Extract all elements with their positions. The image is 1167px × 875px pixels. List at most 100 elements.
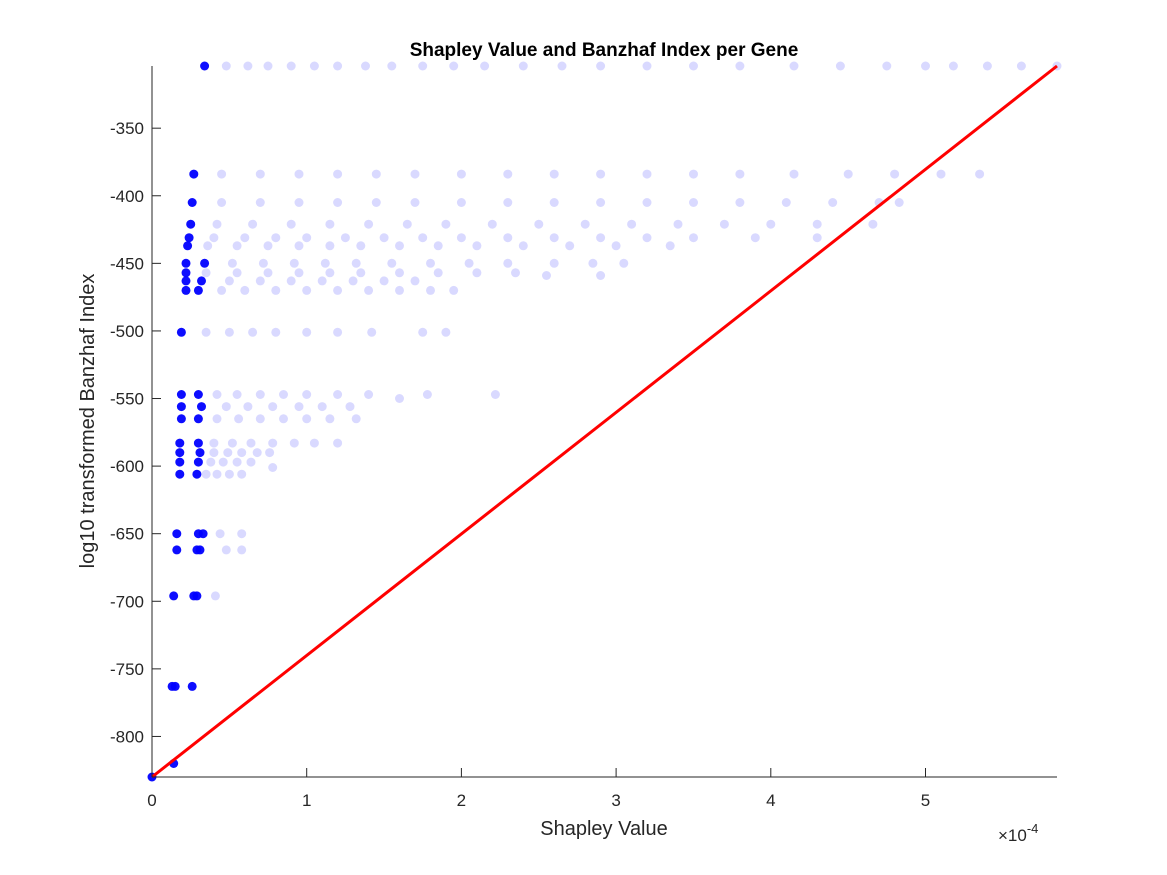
data-point bbox=[351, 258, 361, 268]
data-point bbox=[265, 448, 275, 458]
data-point bbox=[234, 414, 244, 424]
data-point bbox=[263, 241, 273, 251]
data-point bbox=[325, 241, 335, 251]
data-point bbox=[689, 198, 698, 207]
data-point bbox=[882, 61, 892, 71]
data-point bbox=[181, 268, 191, 278]
data-point bbox=[221, 545, 231, 555]
data-point bbox=[379, 276, 389, 286]
data-point bbox=[549, 233, 559, 243]
data-point bbox=[921, 61, 930, 71]
x-exponent-label: ×10-4 bbox=[998, 821, 1038, 845]
data-point bbox=[221, 402, 231, 412]
data-point bbox=[665, 241, 675, 251]
data-point bbox=[193, 285, 203, 295]
data-point bbox=[248, 327, 258, 337]
data-point bbox=[367, 327, 377, 337]
data-point bbox=[175, 438, 185, 448]
y-tick-label: -700 bbox=[110, 592, 144, 611]
data-point bbox=[325, 268, 335, 278]
data-point bbox=[619, 258, 629, 268]
data-point bbox=[410, 276, 420, 286]
data-point bbox=[333, 327, 343, 337]
data-point bbox=[379, 233, 389, 243]
data-point bbox=[224, 327, 234, 337]
data-point bbox=[302, 327, 312, 337]
data-point bbox=[735, 169, 745, 179]
data-point bbox=[294, 268, 304, 278]
data-point bbox=[240, 233, 250, 243]
data-point bbox=[181, 285, 191, 295]
data-point bbox=[549, 169, 559, 179]
data-point bbox=[309, 438, 319, 448]
data-point bbox=[237, 448, 247, 458]
data-point bbox=[395, 241, 404, 251]
data-point bbox=[565, 241, 575, 251]
data-point bbox=[255, 198, 265, 207]
data-point bbox=[232, 390, 242, 399]
data-point bbox=[333, 390, 343, 399]
data-point bbox=[487, 219, 497, 229]
data-point bbox=[286, 276, 296, 286]
data-point bbox=[464, 258, 474, 268]
data-point bbox=[224, 469, 234, 479]
data-point bbox=[325, 219, 335, 229]
y-tick-label: -550 bbox=[110, 390, 144, 409]
x-exponent-power: -4 bbox=[1027, 821, 1039, 836]
data-point bbox=[212, 219, 222, 229]
data-point bbox=[410, 198, 420, 207]
data-point bbox=[263, 268, 273, 278]
data-point bbox=[596, 233, 606, 243]
data-point bbox=[176, 327, 186, 337]
data-point bbox=[217, 198, 227, 207]
data-point bbox=[271, 233, 281, 243]
data-point bbox=[781, 198, 791, 207]
data-point bbox=[193, 438, 203, 448]
fit-line-layer bbox=[151, 64, 1058, 779]
data-point bbox=[835, 61, 845, 71]
data-point bbox=[317, 402, 327, 412]
data-point bbox=[689, 61, 698, 71]
data-point bbox=[828, 198, 838, 207]
data-point bbox=[294, 198, 304, 207]
data-point bbox=[192, 591, 202, 601]
data-point bbox=[456, 233, 466, 243]
x-ticks: 0 1 2 3 4 5 bbox=[147, 768, 930, 810]
data-point bbox=[224, 276, 234, 286]
data-point bbox=[248, 219, 258, 229]
data-point bbox=[268, 463, 278, 472]
y-tick-label: -650 bbox=[110, 525, 144, 544]
data-point bbox=[371, 198, 381, 207]
data-point bbox=[302, 414, 312, 424]
data-point bbox=[410, 169, 420, 179]
data-point bbox=[580, 219, 590, 229]
data-point bbox=[549, 198, 559, 207]
data-point bbox=[271, 285, 281, 295]
data-point bbox=[789, 61, 799, 71]
data-point bbox=[975, 169, 985, 179]
data-point bbox=[549, 258, 559, 268]
data-point bbox=[217, 169, 227, 179]
data-point bbox=[172, 529, 182, 539]
data-point bbox=[735, 198, 745, 207]
y-tick-label: -350 bbox=[110, 119, 144, 138]
chart-title: Shapley Value and Banzhaf Index per Gene bbox=[410, 40, 799, 61]
data-point bbox=[418, 327, 428, 337]
data-point bbox=[263, 61, 273, 71]
data-point bbox=[503, 198, 513, 207]
fit-line bbox=[151, 64, 1058, 779]
data-point bbox=[302, 285, 312, 295]
data-point bbox=[286, 61, 296, 71]
data-point bbox=[511, 268, 520, 278]
data-point bbox=[480, 61, 490, 71]
data-point bbox=[596, 271, 606, 280]
data-point bbox=[340, 233, 350, 243]
data-point bbox=[243, 402, 253, 412]
data-point bbox=[193, 414, 203, 424]
data-point bbox=[345, 402, 355, 412]
y-tick-label: -500 bbox=[110, 322, 144, 341]
data-point bbox=[200, 61, 210, 71]
data-point bbox=[243, 61, 253, 71]
data-point bbox=[333, 285, 343, 295]
data-point bbox=[240, 285, 250, 295]
